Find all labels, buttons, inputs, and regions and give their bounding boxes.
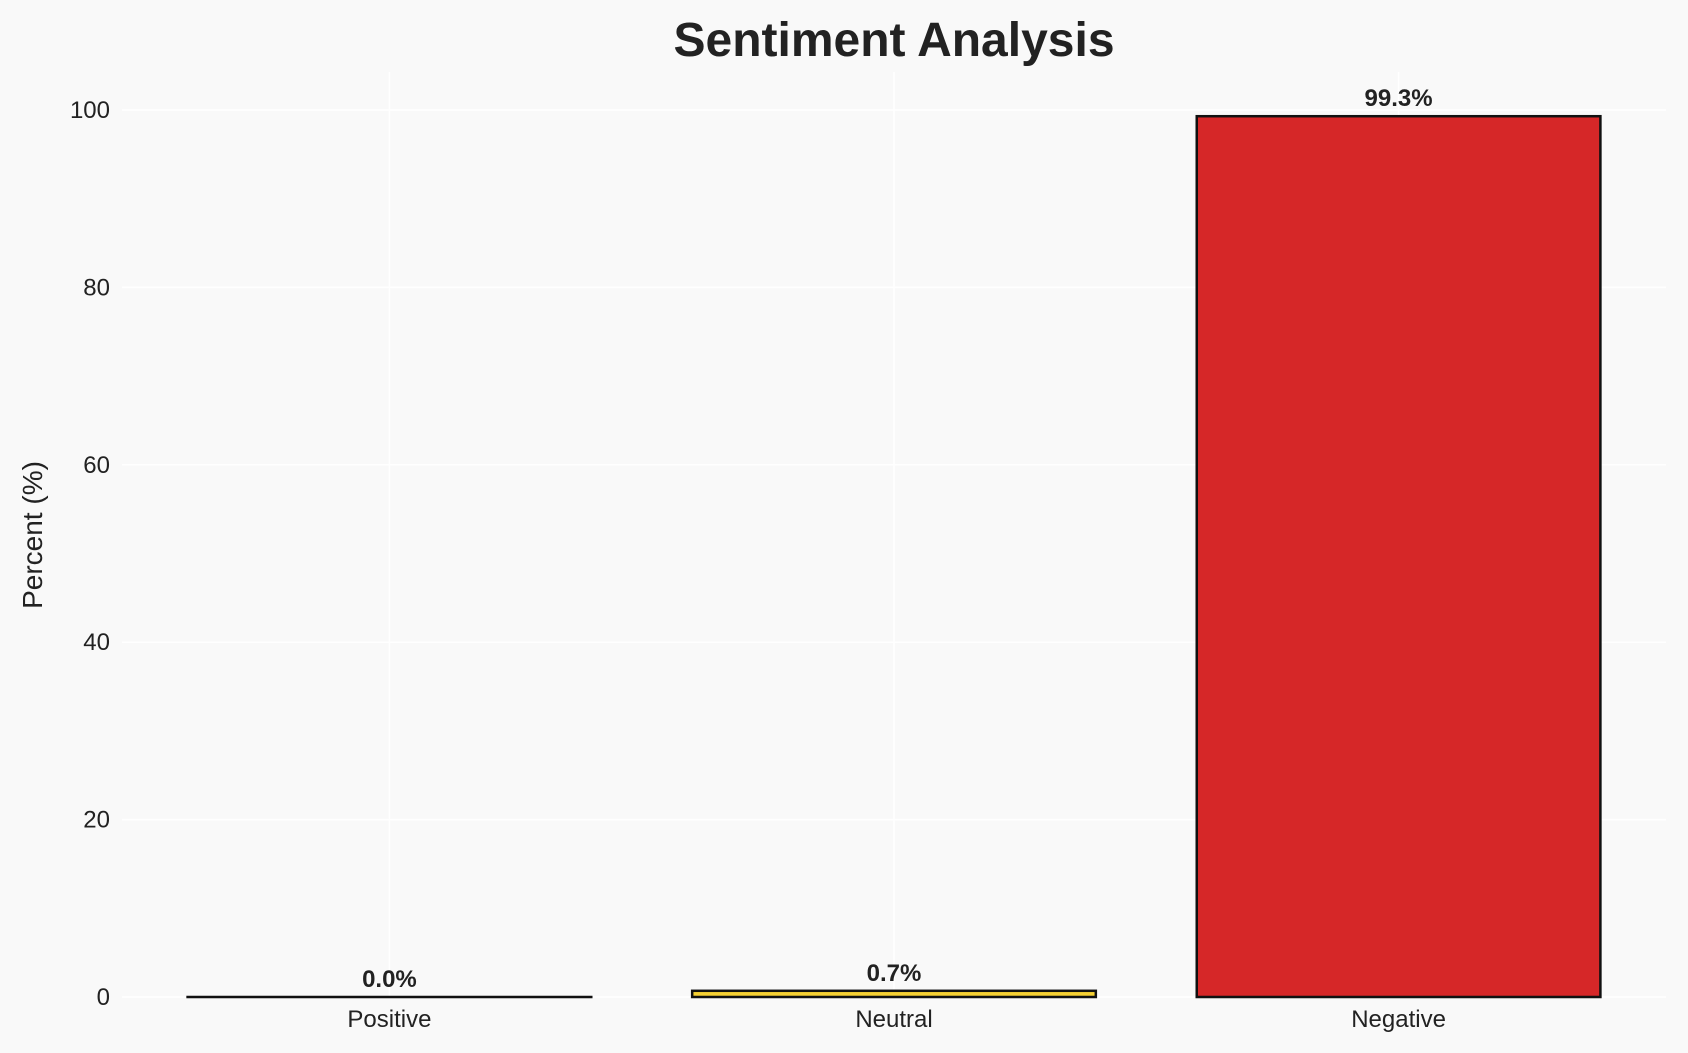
data-label: 0.0% xyxy=(362,966,417,993)
data-label: 0.7% xyxy=(867,960,922,987)
x-tick-label: Negative xyxy=(1351,1006,1446,1033)
y-tick-label: 80 xyxy=(83,274,110,301)
y-tick-label: 20 xyxy=(83,807,110,834)
x-tick-label: Neutral xyxy=(855,1006,932,1033)
data-label: 99.3% xyxy=(1365,85,1433,112)
chart-title: Sentiment Analysis xyxy=(673,14,1114,67)
y-tick-label: 100 xyxy=(70,97,110,124)
y-tick-label: 40 xyxy=(83,629,110,656)
y-tick-label: 60 xyxy=(83,452,110,479)
bar-negative xyxy=(1195,114,1602,999)
bar-neutral xyxy=(690,989,1098,999)
y-axis-label: Percent (%) xyxy=(17,461,48,609)
y-tick-label: 0 xyxy=(97,984,110,1011)
x-tick-label: Positive xyxy=(347,1006,431,1033)
